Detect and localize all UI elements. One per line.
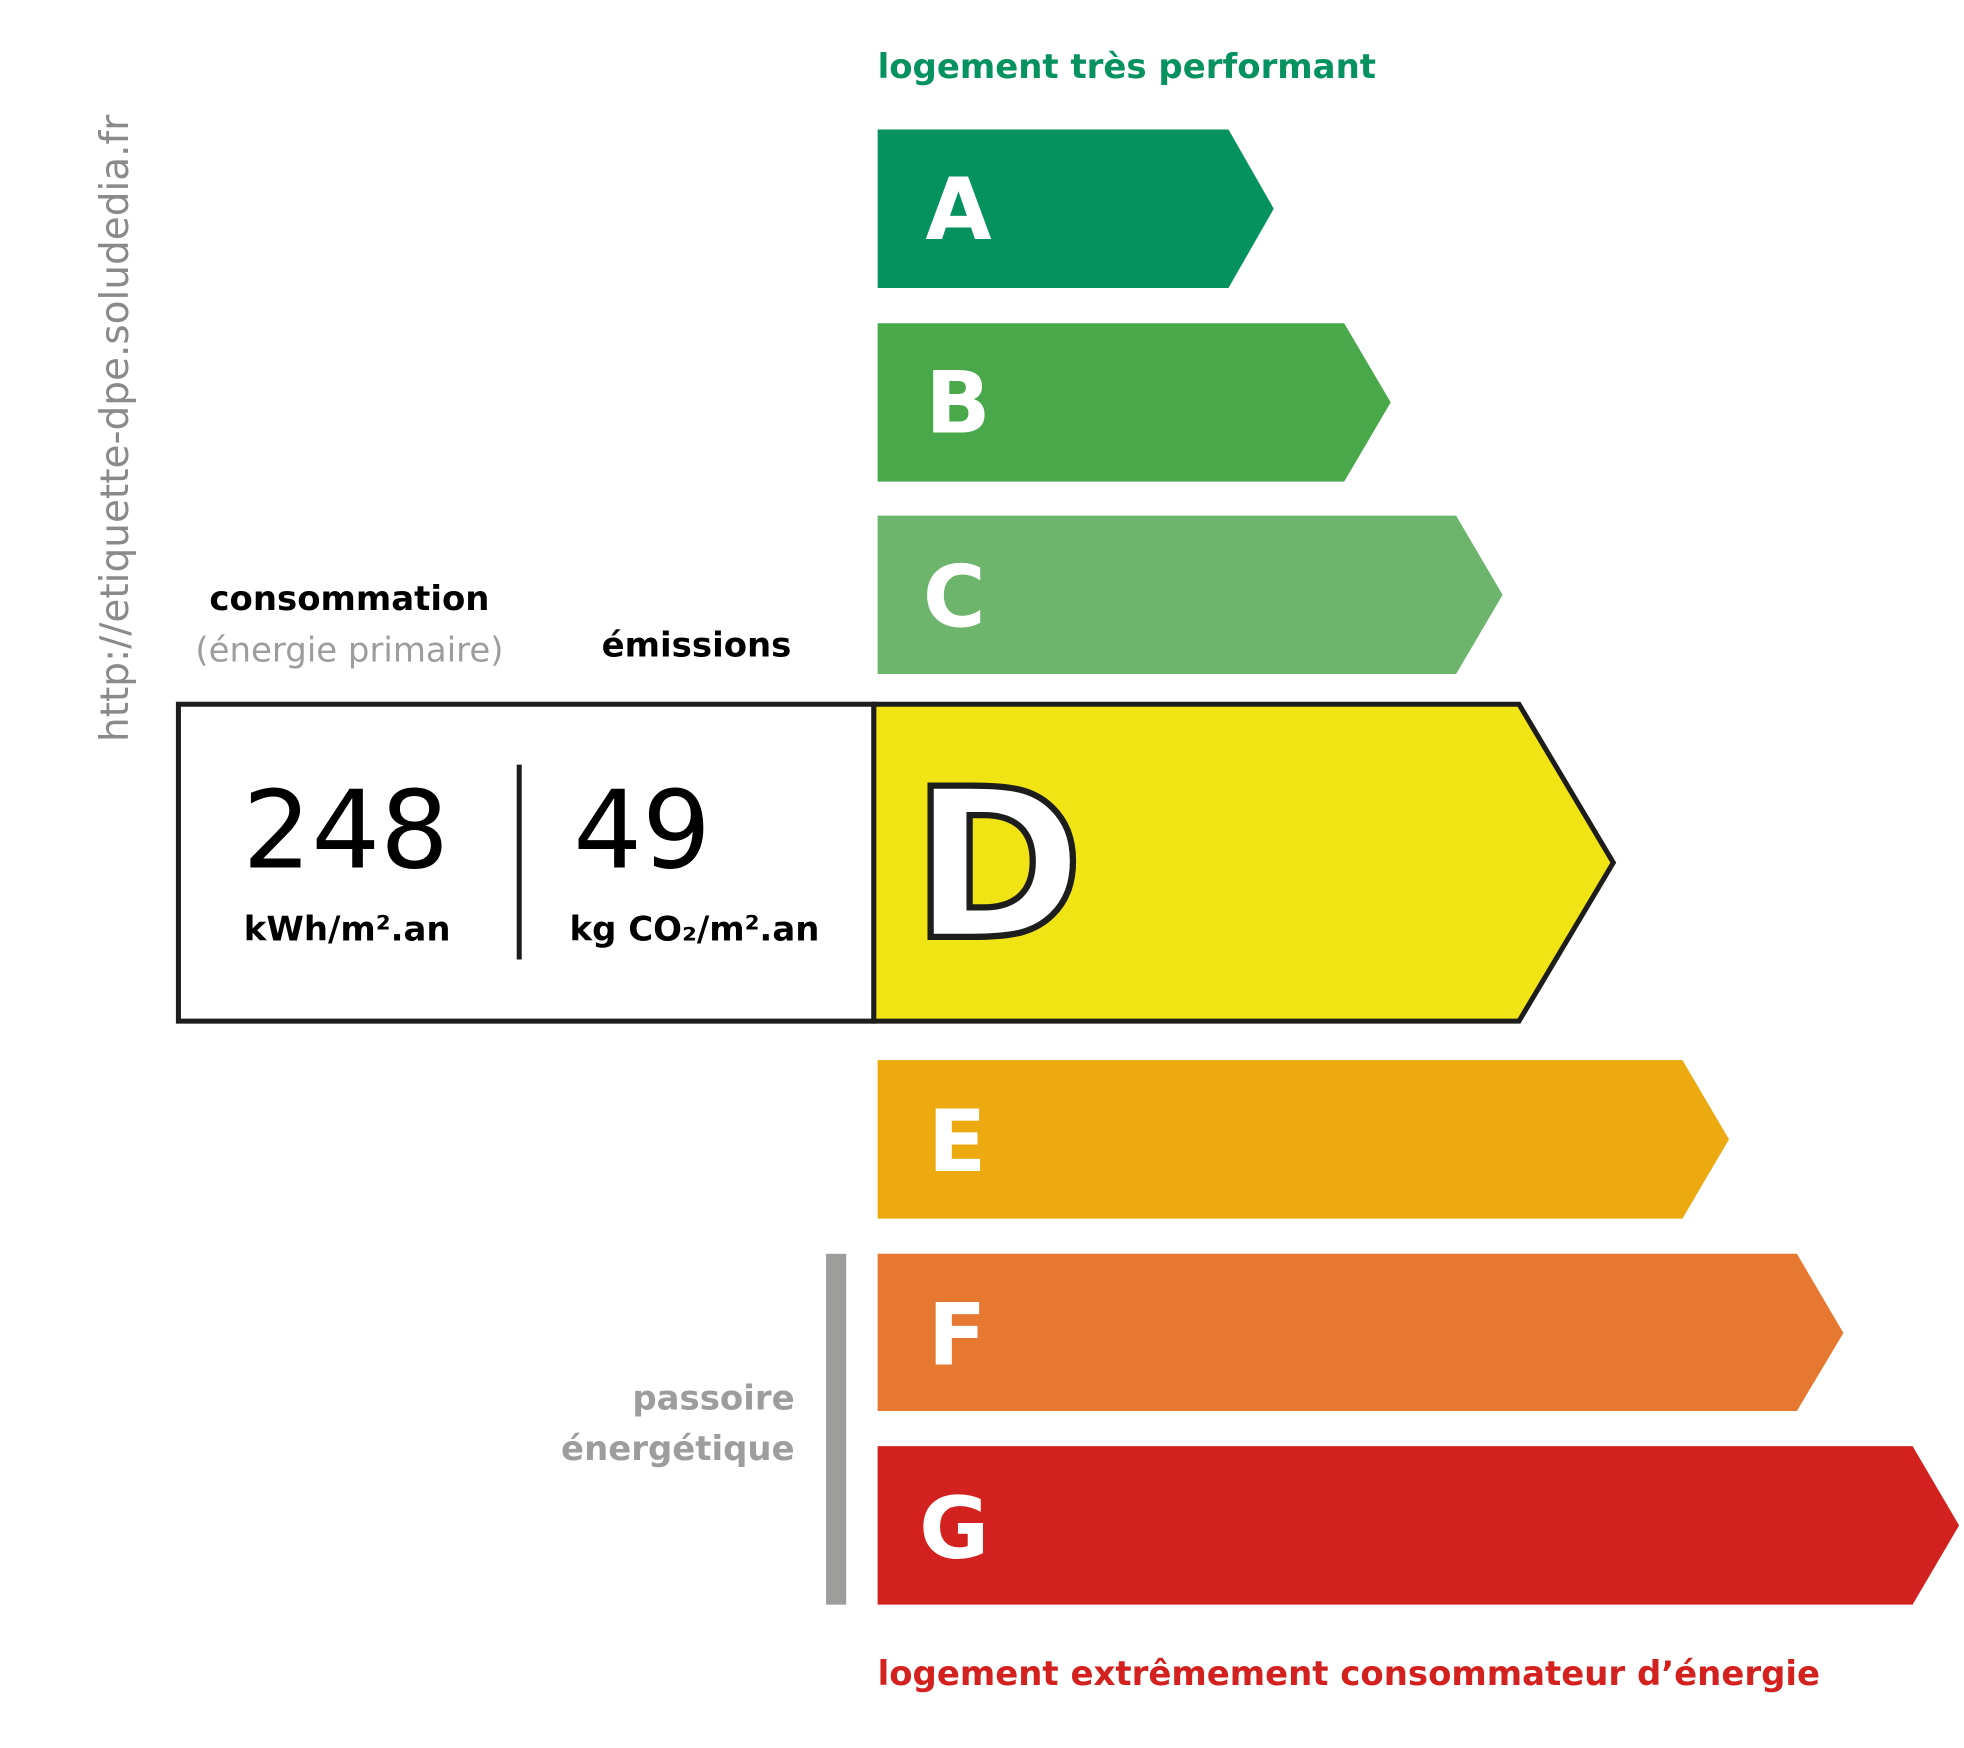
class-letter: F [928, 1286, 986, 1385]
class-bar-b: B [877, 323, 1391, 482]
top-label: logement très performant [878, 47, 1376, 87]
passoire-line2: énergétique [561, 1429, 795, 1469]
emissions-title: émissions [602, 625, 792, 665]
passoire-bracket [826, 1253, 847, 1605]
class-letter: A [925, 161, 991, 260]
class-bar-f: F [877, 1253, 1844, 1411]
consumption-value: 248 [243, 768, 449, 894]
emissions-unit: kg CO₂/m².an [570, 910, 820, 950]
consumption-unit: kWh/m².an [244, 910, 451, 950]
class-letter: G [919, 1480, 989, 1579]
passoire-line1: passoire [632, 1379, 794, 1419]
class-bar-c: C [877, 515, 1503, 675]
bottom-label: logement extrêmement consommateur d’éner… [878, 1654, 1820, 1694]
class-bar-d [871, 701, 1617, 1024]
emissions-value: 49 [573, 768, 711, 894]
current-class-letter: D [912, 744, 1084, 986]
class-bar-a: A [877, 129, 1274, 288]
consumption-title: consommation [209, 579, 489, 619]
class-bar-g: G [877, 1446, 1960, 1605]
class-letter: E [928, 1093, 986, 1192]
class-letter: C [923, 548, 986, 647]
consumption-subtitle: (énergie primaire) [195, 630, 503, 670]
side-url: http://etiquette-dpe.soludedia.fr [93, 114, 138, 742]
class-bar-e: E [877, 1060, 1729, 1219]
current-rating-box: 248 kWh/m².an 49 kg CO₂/m².an D [175, 701, 1617, 1024]
class-letter: B [925, 355, 990, 454]
